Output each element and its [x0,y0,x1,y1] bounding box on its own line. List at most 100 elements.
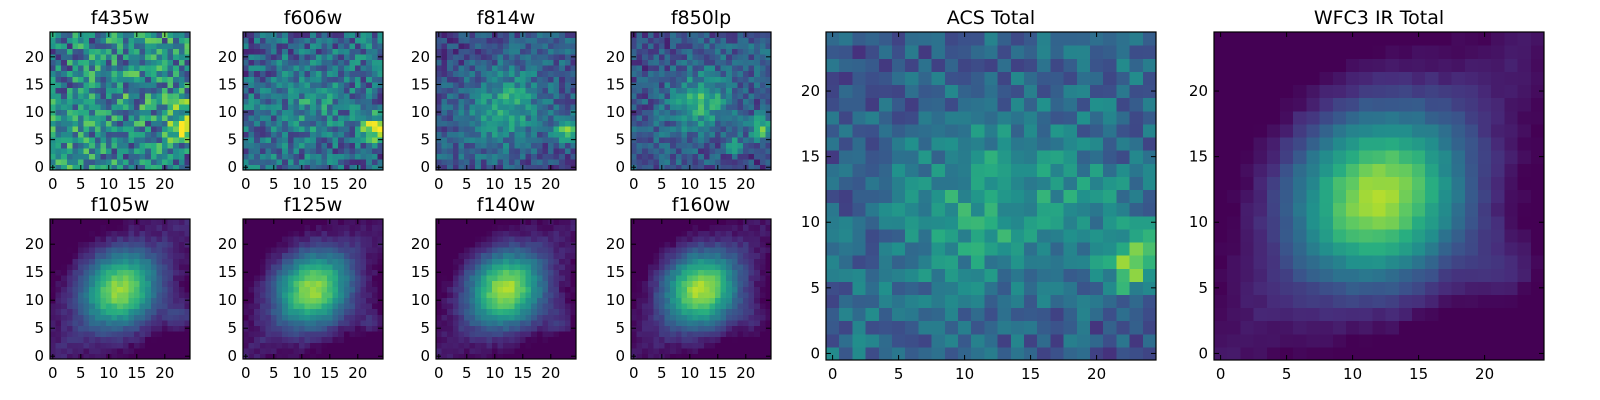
pixel [360,314,367,321]
pixel [469,252,476,259]
pixel [287,87,294,94]
pixel [464,158,471,166]
pixel [564,303,571,310]
pixel [89,331,96,338]
pixel [293,43,300,50]
pixel [659,342,666,349]
pixel [659,314,666,321]
pixel [452,32,459,39]
pixel [173,48,180,55]
pixel [100,48,107,55]
pixel [715,70,722,77]
pixel [503,153,510,160]
pixel [675,308,682,315]
pixel [355,87,362,94]
pixel [765,142,772,149]
pixel [50,280,57,287]
pixel [636,303,643,310]
pixel [659,65,666,72]
pixel [61,147,68,155]
pixel [128,153,135,160]
pixel [78,258,85,265]
pixel [642,43,649,50]
pixel [55,76,62,83]
image-pixels [436,219,577,360]
pixel [748,98,755,105]
pixel [542,308,549,315]
pixel [271,125,278,132]
pixel [531,81,538,88]
pixel [452,87,459,94]
pixel [50,308,57,315]
pixel [184,98,191,105]
pixel [653,286,660,293]
pixel [178,353,185,360]
pixel [293,48,300,55]
pixel [276,164,283,171]
pixel [687,286,694,293]
pixel [570,158,577,166]
pixel [377,98,384,105]
pixel [525,125,532,132]
pixel [475,241,482,248]
pixel [66,230,73,237]
pixel [536,297,543,304]
pixel [531,308,538,315]
pixel [475,336,482,343]
pixel [282,87,289,94]
pixel [167,142,174,149]
pixel [150,37,157,44]
pixel [670,291,677,298]
pixel [458,269,465,276]
pixel [287,297,294,304]
pixel [647,325,654,332]
pixel [759,142,766,149]
pixel [248,70,255,77]
pixel [243,342,250,349]
pixel [731,76,738,83]
pixel [134,314,141,321]
pixel [698,103,705,110]
pixel [670,59,677,66]
pixel [765,37,772,44]
pixel [156,308,163,315]
pixel [89,109,96,116]
pixel [503,164,510,171]
pixel [441,353,448,360]
pixel [726,43,733,50]
pixel [469,136,476,143]
pixel [248,153,255,160]
pixel [480,280,487,287]
pixel [653,336,660,343]
pixel [636,120,643,127]
pixel [259,297,266,304]
pixel [441,291,448,298]
pixel [647,336,654,343]
pixel [150,269,157,276]
pixel [89,280,96,287]
pixel [55,103,62,110]
pixel [243,331,250,338]
pixel [310,120,317,127]
pixel [548,230,555,237]
pixel [670,32,677,39]
pixel [542,131,549,138]
pixel [475,219,482,226]
pixel [178,291,185,298]
pixel [525,241,532,248]
pixel [83,43,90,50]
pixel [94,120,101,127]
pixel [709,164,716,171]
pixel [703,81,710,88]
pixel [458,147,465,155]
pixel [548,59,555,66]
pixel [304,224,311,231]
pixel [184,252,191,259]
pixel [687,43,694,50]
pixel [243,263,250,270]
pixel [360,263,367,270]
pixel [452,353,459,360]
pixel [525,342,532,349]
pixel [282,263,289,270]
pixel [248,325,255,332]
